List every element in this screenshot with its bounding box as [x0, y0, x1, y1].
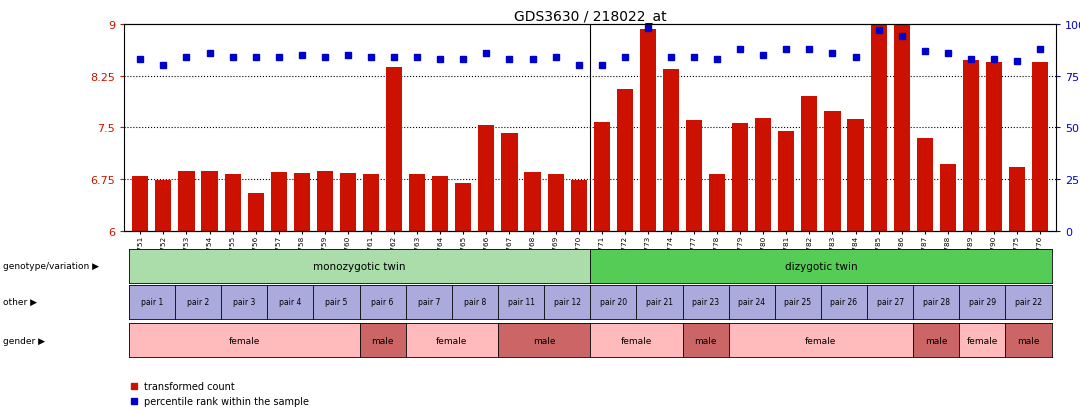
Bar: [316, 171, 333, 231]
Text: pair 8: pair 8: [463, 297, 486, 306]
Bar: [271, 172, 287, 231]
Bar: [893, 24, 909, 231]
Text: pair 6: pair 6: [372, 297, 394, 306]
Text: pair 11: pair 11: [508, 297, 535, 306]
Text: pair 5: pair 5: [325, 297, 348, 306]
Text: female: female: [229, 336, 260, 345]
Bar: [548, 174, 564, 231]
Bar: [801, 97, 818, 231]
Bar: [132, 176, 148, 231]
Text: pair 3: pair 3: [233, 297, 255, 306]
Bar: [294, 173, 310, 231]
Bar: [1009, 167, 1025, 231]
Bar: [363, 175, 379, 231]
Text: female: female: [436, 336, 468, 345]
Title: GDS3630 / 218022_at: GDS3630 / 218022_at: [514, 10, 666, 24]
Bar: [986, 63, 1002, 231]
Bar: [755, 119, 771, 231]
Text: genotype/variation ▶: genotype/variation ▶: [3, 261, 99, 271]
Text: monozygotic twin: monozygotic twin: [313, 261, 406, 271]
Text: pair 22: pair 22: [1015, 297, 1042, 306]
Text: pair 1: pair 1: [140, 297, 163, 306]
Text: female: female: [806, 336, 837, 345]
Text: pair 28: pair 28: [922, 297, 949, 306]
Bar: [478, 126, 495, 231]
Bar: [501, 133, 517, 231]
Bar: [432, 176, 448, 231]
Text: pair 20: pair 20: [599, 297, 626, 306]
Bar: [663, 70, 679, 231]
Text: pair 7: pair 7: [418, 297, 440, 306]
Bar: [779, 132, 795, 231]
Text: gender ▶: gender ▶: [3, 336, 45, 345]
Text: male: male: [532, 336, 555, 345]
Text: pair 4: pair 4: [279, 297, 301, 306]
Bar: [156, 181, 172, 231]
Bar: [940, 164, 956, 231]
Bar: [732, 123, 748, 231]
Bar: [456, 183, 471, 231]
Bar: [570, 181, 586, 231]
Text: male: male: [926, 336, 947, 345]
Bar: [617, 90, 633, 231]
Text: pair 24: pair 24: [738, 297, 766, 306]
Bar: [917, 138, 933, 231]
Text: pair 12: pair 12: [554, 297, 581, 306]
Bar: [594, 123, 610, 231]
Bar: [386, 68, 402, 231]
Text: pair 25: pair 25: [784, 297, 811, 306]
Text: pair 23: pair 23: [692, 297, 719, 306]
Bar: [824, 112, 840, 231]
Bar: [409, 174, 426, 231]
Text: male: male: [372, 336, 394, 345]
Bar: [962, 61, 978, 231]
Bar: [686, 121, 702, 231]
Bar: [247, 193, 264, 231]
Bar: [525, 173, 541, 231]
Text: pair 29: pair 29: [969, 297, 996, 306]
Bar: [340, 173, 356, 231]
Bar: [1032, 63, 1049, 231]
Text: male: male: [1017, 336, 1040, 345]
Bar: [225, 174, 241, 231]
Bar: [202, 171, 218, 231]
Text: male: male: [694, 336, 717, 345]
Text: pair 27: pair 27: [877, 297, 904, 306]
Bar: [639, 30, 656, 231]
Bar: [178, 171, 194, 231]
Bar: [870, 21, 887, 231]
Bar: [848, 120, 864, 231]
Legend: transformed count, percentile rank within the sample: transformed count, percentile rank withi…: [130, 381, 309, 406]
Bar: [710, 175, 725, 231]
Text: female: female: [967, 336, 998, 345]
Text: other ▶: other ▶: [3, 297, 37, 306]
Text: dizygotic twin: dizygotic twin: [784, 261, 858, 271]
Text: female: female: [621, 336, 652, 345]
Text: pair 2: pair 2: [187, 297, 210, 306]
Text: pair 21: pair 21: [646, 297, 673, 306]
Text: pair 26: pair 26: [831, 297, 858, 306]
